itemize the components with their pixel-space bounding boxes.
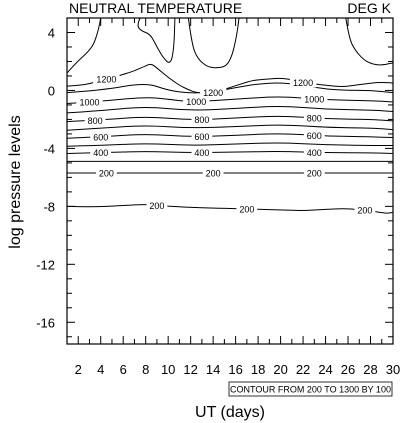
contour-label-bg xyxy=(303,147,325,158)
contour-info-text: CONTOUR FROM 200 TO 1300 BY 100 xyxy=(230,385,391,395)
contour-label: 200 xyxy=(307,169,322,179)
contour-label-bg xyxy=(236,203,258,214)
contour-label-bg xyxy=(76,97,103,108)
contour-line-200 xyxy=(66,204,394,214)
x-tick-label: 4 xyxy=(97,362,104,377)
contour-label: 1200 xyxy=(96,74,116,84)
x-tick-label: 6 xyxy=(120,362,127,377)
y-axis-label: log pressure levels xyxy=(7,115,24,248)
contour-label-bg xyxy=(289,77,317,88)
y-tick-label: -8 xyxy=(43,199,55,214)
contour-line-400 xyxy=(66,151,394,154)
contour-line-1300 xyxy=(137,17,176,63)
contour-info-box: CONTOUR FROM 200 TO 1300 BY 100 xyxy=(228,381,393,397)
contour-label: 200 xyxy=(357,206,372,216)
contour-label-bg xyxy=(191,131,213,142)
units-label: DEG K xyxy=(347,0,391,16)
contour-label-bg xyxy=(90,131,112,142)
contour-label: 800 xyxy=(88,116,103,126)
contour-label-bg xyxy=(84,115,106,126)
contour-line-1000 xyxy=(66,96,394,104)
contour-label-bg xyxy=(303,168,325,179)
plot-frame xyxy=(66,17,394,345)
contour-label-bg xyxy=(303,130,325,141)
chart-title: NEUTRAL TEMPERATURE xyxy=(69,0,242,16)
x-tick-label: 12 xyxy=(183,362,197,377)
contour-label: 1000 xyxy=(79,98,99,108)
contour-line-1300 xyxy=(187,17,240,69)
contour-label-bg xyxy=(146,200,168,211)
contour-label: 200 xyxy=(149,201,164,211)
x-tick-label: 24 xyxy=(318,362,332,377)
x-tick-label: 8 xyxy=(142,362,149,377)
contour-line-500 xyxy=(66,142,393,147)
contour-label: 1200 xyxy=(203,88,223,98)
contour-line-800 xyxy=(66,115,394,123)
contour-label: 400 xyxy=(93,148,108,158)
contour-line-900 xyxy=(66,106,394,114)
contour-label-bg xyxy=(90,147,112,158)
contour-label-bg xyxy=(191,147,213,158)
x-axis-label: UT (days) xyxy=(195,404,265,421)
contour-label-bg xyxy=(191,114,213,125)
contour-label-bg xyxy=(183,96,210,107)
contour-line-1100 xyxy=(66,82,394,94)
contour-label: 400 xyxy=(194,148,209,158)
y-tick-label: 4 xyxy=(48,25,55,40)
contour-label-bg xyxy=(202,168,224,179)
contour-label: 200 xyxy=(99,169,114,179)
contour-line-1300 xyxy=(66,17,102,74)
contour-label-bg xyxy=(95,168,117,179)
x-tick-label: 26 xyxy=(341,362,355,377)
contour-label: 200 xyxy=(206,169,221,179)
y-tick-label: 0 xyxy=(48,83,55,98)
contour-label: 200 xyxy=(239,204,254,214)
x-tick-label: 14 xyxy=(206,362,220,377)
x-tick-label: 20 xyxy=(273,362,287,377)
contour-labels: 200 200 200 200 200 200 400 400 400 600 600 600 800 8… xyxy=(76,73,376,216)
contour-label: 600 xyxy=(307,131,322,141)
contour-label-bg xyxy=(93,73,120,84)
contour-label: 400 xyxy=(307,148,322,158)
contour-line-1300 xyxy=(345,17,394,66)
x-tick-label: 22 xyxy=(296,362,310,377)
x-tick-label: 10 xyxy=(161,362,175,377)
x-tick-label: 16 xyxy=(228,362,242,377)
contour-label: 600 xyxy=(194,132,209,142)
contour-line-600 xyxy=(66,133,394,139)
contour-lines xyxy=(66,17,394,214)
contour-label-bg xyxy=(354,205,376,216)
x-tick-label: 28 xyxy=(363,362,377,377)
y-tick-label: -16 xyxy=(36,315,55,330)
contour-label-bg xyxy=(301,93,328,104)
contour-label: 1000 xyxy=(186,97,206,107)
contour-label: 800 xyxy=(194,115,209,125)
x-tick-label: 30 xyxy=(386,362,400,377)
contour-label: 600 xyxy=(93,132,108,142)
contour-label-bg xyxy=(303,112,325,123)
contour-line-700 xyxy=(66,124,394,131)
x-tick-label: 2 xyxy=(75,362,82,377)
y-tick-label: -4 xyxy=(43,141,55,156)
contour-label-bg xyxy=(199,87,227,98)
contour-label: 800 xyxy=(307,113,322,123)
x-tick-label: 18 xyxy=(251,362,265,377)
contour-label: 1000 xyxy=(304,94,324,104)
contour-label: 1200 xyxy=(293,78,313,88)
axis-ticks xyxy=(66,17,394,344)
y-tick-label: -12 xyxy=(36,257,55,272)
